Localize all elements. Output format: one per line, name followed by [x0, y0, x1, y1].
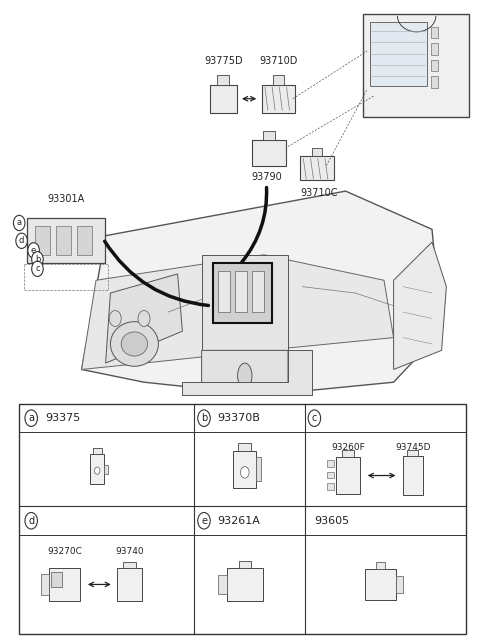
- FancyBboxPatch shape: [233, 451, 256, 488]
- Text: 93740: 93740: [115, 547, 144, 555]
- Circle shape: [25, 513, 37, 529]
- FancyBboxPatch shape: [375, 562, 385, 568]
- Text: 93260F: 93260F: [331, 443, 365, 452]
- Ellipse shape: [121, 332, 148, 356]
- Text: 93745D: 93745D: [395, 443, 431, 452]
- Text: 93261A: 93261A: [217, 516, 260, 526]
- FancyBboxPatch shape: [431, 60, 438, 71]
- Polygon shape: [394, 242, 446, 369]
- FancyBboxPatch shape: [252, 271, 264, 312]
- FancyBboxPatch shape: [327, 483, 334, 490]
- Polygon shape: [182, 350, 312, 395]
- Text: b: b: [201, 413, 207, 423]
- FancyBboxPatch shape: [218, 575, 227, 594]
- FancyBboxPatch shape: [239, 443, 251, 451]
- FancyBboxPatch shape: [407, 450, 419, 456]
- FancyBboxPatch shape: [218, 271, 230, 312]
- Text: d: d: [28, 516, 34, 526]
- Polygon shape: [82, 255, 394, 369]
- Circle shape: [198, 513, 210, 529]
- Ellipse shape: [110, 322, 158, 366]
- FancyBboxPatch shape: [90, 454, 105, 485]
- Text: 93790: 93790: [251, 172, 282, 182]
- Text: 93375: 93375: [46, 413, 81, 423]
- FancyBboxPatch shape: [217, 75, 229, 85]
- FancyBboxPatch shape: [235, 271, 247, 312]
- Text: d: d: [19, 236, 24, 245]
- FancyBboxPatch shape: [77, 226, 92, 255]
- Text: 93370B: 93370B: [217, 413, 260, 423]
- FancyBboxPatch shape: [213, 263, 272, 323]
- Text: c: c: [35, 264, 40, 273]
- Circle shape: [13, 215, 25, 231]
- FancyBboxPatch shape: [35, 226, 50, 255]
- FancyBboxPatch shape: [210, 85, 237, 113]
- FancyBboxPatch shape: [27, 218, 105, 263]
- FancyBboxPatch shape: [342, 450, 354, 457]
- Text: 93775D: 93775D: [204, 55, 242, 66]
- Text: 93270C: 93270C: [48, 547, 82, 555]
- FancyBboxPatch shape: [56, 226, 71, 255]
- Circle shape: [32, 261, 43, 276]
- FancyBboxPatch shape: [105, 464, 108, 474]
- Circle shape: [95, 467, 100, 475]
- FancyBboxPatch shape: [327, 460, 334, 467]
- FancyBboxPatch shape: [19, 404, 466, 634]
- Circle shape: [198, 410, 210, 427]
- FancyBboxPatch shape: [117, 568, 142, 601]
- FancyBboxPatch shape: [93, 448, 102, 454]
- FancyBboxPatch shape: [365, 568, 396, 601]
- FancyBboxPatch shape: [239, 561, 251, 568]
- Circle shape: [308, 410, 321, 427]
- Circle shape: [28, 243, 39, 258]
- FancyBboxPatch shape: [40, 574, 49, 595]
- FancyBboxPatch shape: [252, 140, 286, 166]
- FancyBboxPatch shape: [300, 156, 334, 180]
- Circle shape: [25, 410, 37, 427]
- FancyBboxPatch shape: [202, 255, 288, 350]
- FancyBboxPatch shape: [49, 568, 81, 601]
- Text: a: a: [28, 413, 34, 423]
- Text: c: c: [312, 413, 317, 423]
- Text: 93605: 93605: [314, 516, 349, 526]
- Text: a: a: [17, 218, 22, 227]
- FancyBboxPatch shape: [312, 148, 322, 156]
- Ellipse shape: [109, 311, 121, 326]
- Circle shape: [16, 233, 27, 248]
- Text: e: e: [31, 246, 36, 255]
- FancyBboxPatch shape: [51, 572, 62, 587]
- FancyBboxPatch shape: [336, 457, 360, 494]
- Text: b: b: [35, 255, 40, 264]
- FancyBboxPatch shape: [227, 568, 263, 601]
- Circle shape: [32, 252, 43, 267]
- Text: 93710D: 93710D: [259, 55, 298, 66]
- FancyBboxPatch shape: [363, 14, 469, 117]
- Polygon shape: [202, 350, 288, 395]
- Polygon shape: [106, 274, 182, 363]
- Text: 93301A: 93301A: [48, 194, 84, 204]
- FancyBboxPatch shape: [256, 457, 262, 481]
- Text: e: e: [201, 516, 207, 526]
- Ellipse shape: [138, 311, 150, 326]
- FancyBboxPatch shape: [262, 85, 295, 113]
- FancyBboxPatch shape: [370, 22, 427, 86]
- FancyBboxPatch shape: [327, 472, 334, 478]
- FancyBboxPatch shape: [431, 43, 438, 55]
- FancyBboxPatch shape: [396, 576, 403, 594]
- Ellipse shape: [238, 363, 252, 389]
- FancyBboxPatch shape: [123, 562, 136, 568]
- Polygon shape: [82, 191, 442, 395]
- FancyBboxPatch shape: [263, 131, 275, 140]
- FancyBboxPatch shape: [431, 27, 438, 38]
- FancyBboxPatch shape: [403, 456, 423, 494]
- FancyBboxPatch shape: [273, 75, 284, 85]
- Text: 93710C: 93710C: [300, 188, 338, 198]
- FancyBboxPatch shape: [431, 76, 438, 88]
- Circle shape: [240, 466, 249, 478]
